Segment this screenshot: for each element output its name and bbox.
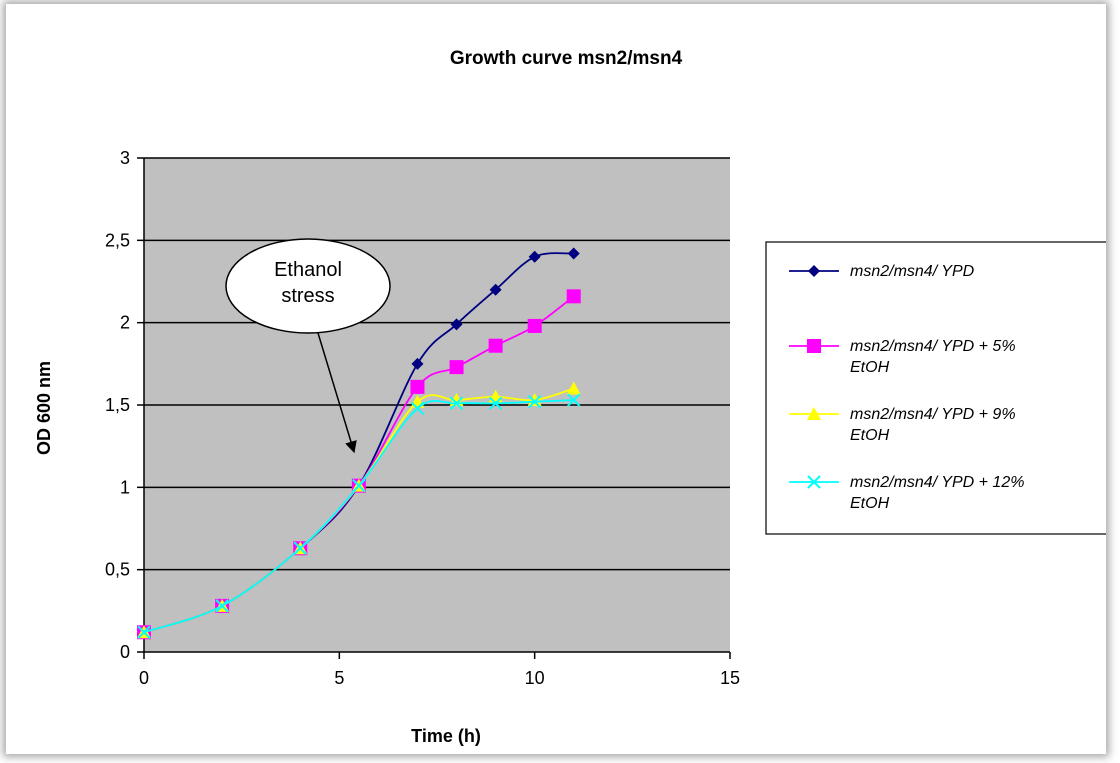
- legend-label: msn2/msn4/ YPD + 9%: [850, 406, 1016, 423]
- legend-label: msn2/msn4/ YPD + 12%: [850, 474, 1024, 491]
- data-point: [527, 394, 542, 409]
- callout-ellipse: [225, 238, 391, 334]
- legend-entry: msn2/msn4/ YPD + 12% EtOH: [789, 474, 1024, 512]
- data-point: [567, 393, 581, 407]
- data-point: [450, 318, 463, 331]
- data-point: [352, 478, 366, 493]
- x-tick-label: 10: [525, 668, 545, 688]
- growth-curve-chart: Growth curve msn2/msn4 0 0,5 1 1,5 2 2,5 3 0 5 10…: [34, 48, 1106, 746]
- data-point: [137, 625, 151, 639]
- x-tick-label: 0: [139, 668, 149, 688]
- data-point: [411, 357, 424, 370]
- data-point: [293, 541, 307, 555]
- data-point: [449, 396, 464, 411]
- y-tick-label: 0: [120, 642, 130, 662]
- legend-label: EtOH: [850, 359, 890, 376]
- y-tick-label: 2: [120, 313, 130, 333]
- legend-label: msn2/msn4/ YPD: [850, 263, 975, 280]
- gridlines: [144, 157, 730, 571]
- data-point: [567, 247, 580, 260]
- x-axis-label: Time (h): [411, 726, 481, 746]
- legend-entry: msn2/msn4/ YPD + 9% EtOH: [789, 406, 1016, 444]
- data-point: [410, 401, 425, 416]
- chart-title: Growth curve msn2/msn4: [450, 48, 683, 69]
- legend-label: EtOH: [850, 495, 890, 512]
- legend-label: msn2/msn4/ YPD + 5%: [850, 338, 1016, 355]
- data-point: [488, 338, 503, 353]
- legend-swatch-marker: [807, 339, 821, 353]
- y-tick-label: 1,5: [105, 395, 130, 415]
- data-point: [410, 379, 425, 394]
- data-point: [566, 381, 581, 395]
- legend-label: EtOH: [850, 427, 890, 444]
- series-layer: [137, 247, 581, 640]
- data-point: [527, 393, 542, 407]
- chart-frame: Growth curve msn2/msn4 0 0,5 1 1,5 2 2,5 3 0 5 10…: [6, 4, 1106, 754]
- x-tick-label: 15: [720, 668, 740, 688]
- y-tick-label: 0,5: [105, 560, 130, 580]
- legend-swatch-marker: [807, 475, 821, 489]
- data-point: [528, 250, 541, 263]
- data-point: [488, 396, 503, 411]
- ethanol-stress-annotation: Ethanol stress: [225, 238, 391, 454]
- y-tick-label: 2,5: [105, 230, 130, 250]
- legend-swatch-marker: [808, 265, 820, 277]
- data-point: [527, 318, 542, 333]
- axes: 0 0,5 1 1,5 2 2,5 3 0 5 10 15: [105, 148, 740, 688]
- callout-text: Ethanol: [274, 259, 342, 281]
- data-point: [449, 360, 464, 375]
- y-tick-label: 3: [120, 148, 130, 168]
- series-line: [143, 399, 574, 634]
- callout-text: stress: [281, 285, 334, 307]
- callout-arrow: [317, 332, 357, 454]
- legend-entry: msn2/msn4/ YPD + 5% EtOH: [789, 338, 1016, 376]
- legend-entry: msn2/msn4/ YPD: [789, 263, 975, 280]
- data-point: [489, 283, 502, 296]
- series-4: [137, 393, 581, 639]
- y-tick-label: 1: [120, 477, 130, 497]
- data-point: [215, 599, 229, 613]
- data-point: [566, 289, 581, 304]
- legend-swatch-marker: [807, 407, 821, 420]
- x-tick-label: 5: [334, 668, 344, 688]
- y-axis-label: OD 600 nm: [34, 361, 54, 455]
- legend-box: [765, 241, 1106, 535]
